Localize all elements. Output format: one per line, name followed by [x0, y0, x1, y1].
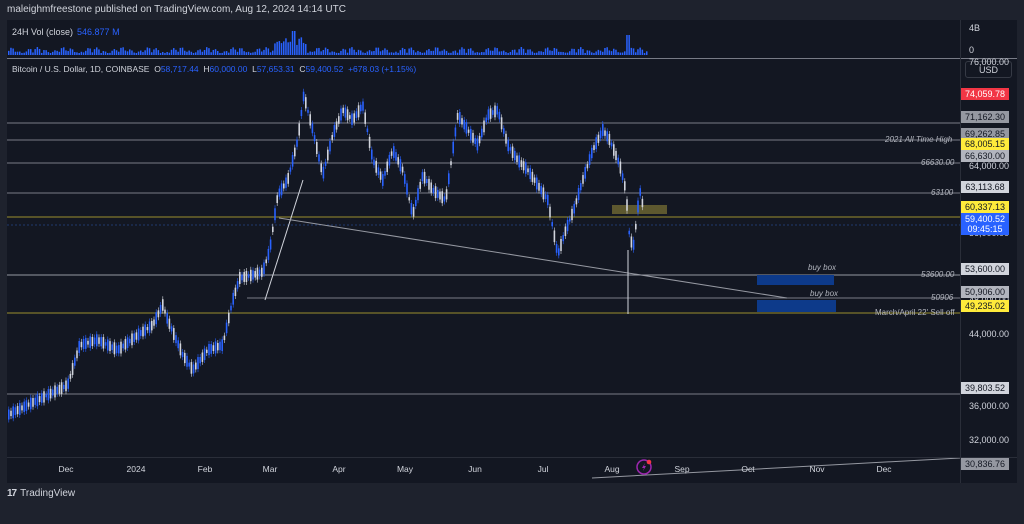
price-tag: 30,836.76	[961, 458, 1009, 470]
buy-box-2	[757, 300, 836, 312]
price-tag: 68,005.15	[961, 138, 1009, 150]
close-value: 59,400.52	[305, 64, 344, 74]
price-tag: 53,600.00	[961, 263, 1009, 275]
time-tick: Feb	[197, 464, 213, 474]
publish-info: maleighmfreestone published on TradingVi…	[7, 4, 346, 15]
price-tick: 32,000.00	[969, 435, 1010, 445]
tradingview-logo-icon[interactable]: 17	[7, 488, 17, 499]
buy-box-1-label[interactable]: buy box	[808, 263, 837, 272]
trendline-down	[278, 217, 788, 299]
price-tick: 36,000.00	[969, 401, 1010, 411]
level-50906-label[interactable]: 50906	[931, 293, 954, 302]
supply-box	[612, 205, 667, 214]
ath-label[interactable]: 2021 All Time High	[885, 135, 953, 144]
sell-off-label[interactable]: March/April 22' Sell off	[875, 308, 955, 317]
buy-box-2-label[interactable]: buy box	[810, 289, 839, 298]
chart-canvas[interactable]	[7, 20, 1017, 483]
time-tick: Jun	[468, 464, 482, 474]
trendline-up	[264, 179, 304, 301]
volume-legend: 24H Vol (close) 546.877 M	[12, 27, 120, 37]
trendline-bottom	[591, 457, 961, 479]
time-tick: Sep	[674, 464, 690, 474]
time-tick: Nov	[809, 464, 825, 474]
price-tick: 44,000.00	[969, 329, 1010, 339]
time-tick: Oct	[741, 464, 755, 474]
time-axis-border	[7, 457, 1017, 458]
volume-axis-top: 4B	[969, 23, 981, 33]
price-tag: 74,059.78	[961, 88, 1009, 100]
time-tick: Dec	[876, 464, 892, 474]
time-tick: Mar	[262, 464, 278, 474]
symbol-legend[interactable]: Bitcoin / U.S. Dollar, 1D, COINBASE O58,…	[12, 64, 416, 74]
publish-bar: maleighmfreestone published on TradingVi…	[0, 0, 1024, 20]
change-value: +678.03 (+1.15%)	[348, 64, 417, 74]
low-value: 57,653.31	[256, 64, 295, 74]
price-tick: 76,000.00	[969, 57, 1010, 67]
lightning-alert-icon	[636, 459, 652, 475]
volume-label: 24H Vol (close)	[12, 27, 74, 37]
time-tick: Jul	[537, 464, 549, 474]
chart-frame[interactable]: 24H Vol (close) 546.877 M 4B 0 Bitcoin / …	[7, 20, 1017, 483]
currency-button[interactable]: USD	[965, 61, 1012, 78]
volume-bars	[8, 31, 648, 55]
price-tag: 50,906.00	[961, 286, 1009, 298]
brand-name[interactable]: TradingView	[20, 488, 76, 499]
open-value: 58,717.44	[160, 64, 199, 74]
price-tag: 63,113.68	[961, 181, 1009, 193]
price-tag: 69,262.85	[961, 128, 1009, 140]
low-label: L	[252, 64, 257, 74]
high-value: 60,000.00	[209, 64, 248, 74]
time-tick: 2024	[126, 464, 146, 474]
close-label: C	[299, 64, 306, 74]
price-tick: 64,000.00	[969, 161, 1010, 171]
price-tag: 71,162.30	[961, 111, 1009, 123]
high-label: H	[203, 64, 210, 74]
price-axis-border	[960, 20, 961, 483]
time-tick: Apr	[332, 464, 346, 474]
level-66630-label[interactable]: 66630.00	[921, 158, 955, 167]
open-label: O	[154, 64, 161, 74]
time-tick: May	[396, 464, 414, 474]
footer: 17 TradingView	[7, 488, 75, 499]
price-tag: 60,337.13	[961, 201, 1009, 213]
price-tag: 09:45:15	[961, 223, 1009, 235]
level-63100-label[interactable]: 63100	[931, 188, 954, 197]
candlestick-series	[8, 88, 644, 423]
buy-box-1	[757, 275, 834, 285]
volume-value: 546.877 M	[77, 27, 120, 37]
symbol-title: Bitcoin / U.S. Dollar, 1D, COINBASE	[12, 64, 150, 74]
price-tag: 59,400.52	[961, 213, 1009, 225]
time-tick: Aug	[604, 464, 620, 474]
level-53600-label[interactable]: 53600.00	[921, 270, 955, 279]
price-tag: 49,235.02	[961, 300, 1009, 312]
time-tick: Dec	[58, 464, 74, 474]
volume-axis-bottom: 0	[969, 45, 975, 55]
price-tag: 66,630.00	[961, 150, 1009, 162]
price-tag: 39,803.52	[961, 382, 1009, 394]
pane-separator[interactable]	[7, 58, 1017, 59]
